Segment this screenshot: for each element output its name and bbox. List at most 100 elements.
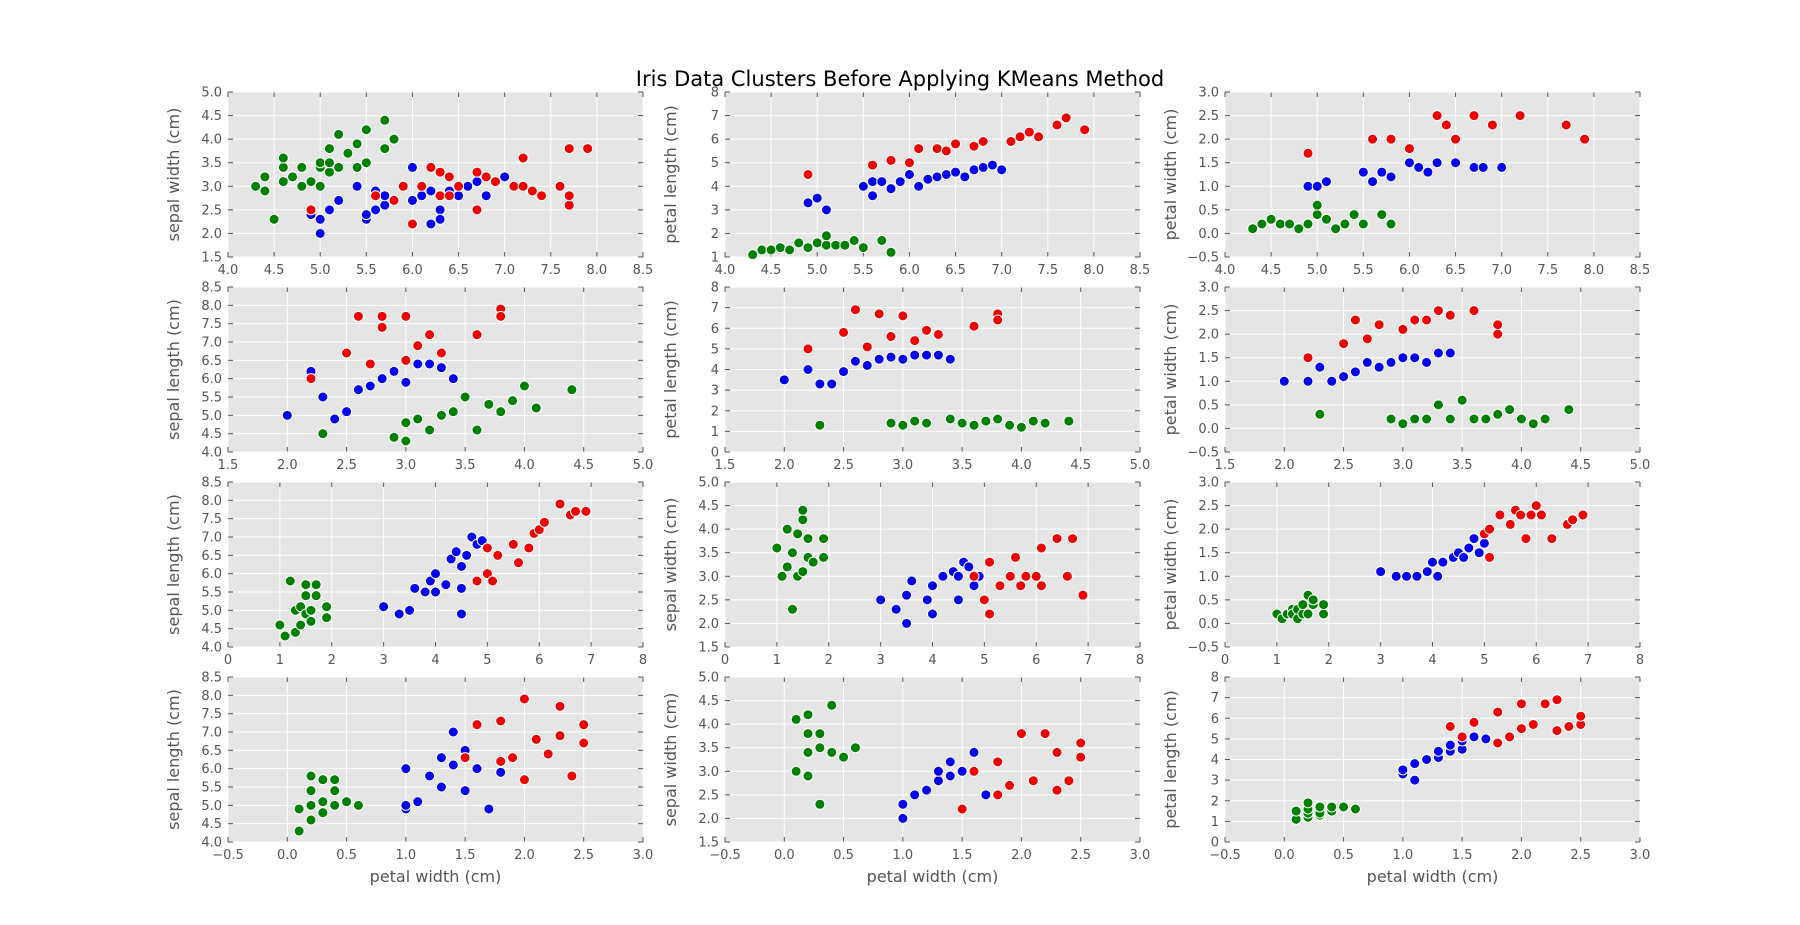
x-tick-label: 1.5	[455, 848, 476, 863]
data-point-green	[1515, 413, 1527, 425]
data-point-red	[1468, 305, 1480, 317]
y-tick-label: 4	[1211, 753, 1219, 768]
x-tick-label: 8	[639, 653, 647, 668]
x-tick-label: 1.5	[1452, 848, 1473, 863]
y-tick-label: 3.5	[698, 546, 719, 561]
y-tick-label: −0.5	[1187, 251, 1219, 266]
data-point-green	[1284, 218, 1296, 230]
data-point-red	[802, 343, 814, 355]
data-point-blue	[849, 355, 861, 367]
data-point-green	[784, 244, 796, 256]
y-tick-label: 4.5	[201, 622, 222, 637]
data-point-green	[329, 785, 341, 797]
data-point-green	[317, 774, 329, 786]
data-point-blue	[435, 362, 447, 374]
data-point-green	[388, 431, 400, 443]
data-point-red	[885, 331, 897, 342]
data-point-red	[1027, 775, 1039, 787]
data-point-blue	[455, 582, 467, 594]
x-tick-label: 6.5	[945, 263, 966, 278]
data-point-red	[1515, 723, 1527, 735]
y-tick-label: 5.0	[698, 671, 719, 686]
y-tick-label: 5.0	[201, 86, 222, 101]
data-point-red	[873, 308, 885, 320]
data-point-blue	[424, 358, 436, 370]
x-tick-label: 4.5	[573, 458, 594, 473]
data-point-green	[1256, 218, 1268, 230]
data-point-red	[563, 190, 575, 202]
y-tick-label: 4.5	[201, 817, 222, 832]
data-point-blue	[811, 192, 823, 204]
data-point-blue	[838, 366, 850, 378]
data-point-blue	[1432, 347, 1444, 359]
x-tick-label: 5.0	[1130, 458, 1151, 473]
data-point-green	[279, 630, 291, 642]
data-point-green	[802, 728, 814, 740]
data-point-blue	[1463, 542, 1475, 554]
data-point-blue	[1302, 375, 1314, 387]
y-tick-label: 0	[1211, 836, 1219, 851]
x-tick-label: 7.0	[1491, 263, 1512, 278]
data-point-blue	[1349, 366, 1361, 378]
data-point-red	[508, 180, 520, 192]
data-point-green	[839, 239, 851, 251]
data-point-green	[885, 417, 897, 429]
y-tick-label: 2.0	[698, 617, 719, 632]
data-point-green	[277, 176, 289, 188]
data-point-green	[956, 417, 968, 429]
data-point-blue	[1468, 731, 1480, 743]
data-point-red	[1030, 570, 1042, 582]
data-point-blue	[450, 546, 462, 558]
x-tick-label: 6	[535, 653, 543, 668]
data-point-green	[1348, 209, 1360, 221]
data-point-blue	[281, 409, 293, 421]
x-tick-label: 0	[1221, 653, 1229, 668]
x-tick-label: 1.5	[952, 848, 973, 863]
x-tick-label: 8.5	[1130, 263, 1151, 278]
data-point-red	[1504, 518, 1516, 530]
y-axis-label: petal width (cm)	[1161, 304, 1180, 436]
y-tick-label: 4	[711, 180, 719, 195]
data-point-red	[861, 341, 873, 353]
data-point-green	[305, 785, 317, 797]
y-tick-label: 8.5	[201, 281, 222, 296]
y-axis-label: petal width (cm)	[1161, 109, 1180, 241]
data-point-green	[820, 230, 832, 242]
data-point-green	[885, 246, 897, 258]
data-point-blue	[1357, 166, 1369, 178]
data-point-blue	[909, 789, 921, 801]
y-tick-label: 2.0	[1198, 133, 1219, 148]
data-point-green	[284, 575, 296, 587]
data-point-blue	[956, 765, 968, 777]
data-point-green	[980, 415, 992, 427]
data-point-red	[903, 157, 915, 169]
x-tick-label: 6.5	[1445, 263, 1466, 278]
data-point-red	[352, 310, 364, 322]
data-point-red	[1539, 698, 1551, 710]
y-tick-label: 5	[1211, 732, 1219, 747]
data-point-blue	[903, 169, 915, 180]
data-point-green	[435, 409, 447, 421]
x-tick-label: 2.5	[573, 848, 594, 863]
data-point-green	[388, 133, 400, 145]
data-point-green	[323, 143, 335, 155]
y-tick-label: 1	[711, 251, 719, 266]
data-point-blue	[499, 171, 511, 183]
data-point-blue	[1427, 556, 1438, 568]
data-point-green	[379, 143, 391, 155]
data-point-green	[321, 601, 333, 613]
scatter-panel: 4.0 4.5 5.0 5.5 6.0 6.5 7.0 7.5 8.0 8.5 1.5 2.0 2.5 3…	[164, 86, 653, 279]
scatter-panel: 0 1 2 3 4 5 6 7 8 1.5 2.0 2.5 3.0 3.5 4.0 4.5 5.0 sepal w…	[661, 476, 1144, 669]
data-point-red	[1563, 721, 1575, 732]
y-tick-label: 4.5	[698, 499, 719, 514]
data-point-red	[968, 570, 980, 582]
data-point-blue	[393, 608, 405, 620]
data-point-blue	[802, 364, 814, 375]
data-point-red	[1560, 119, 1572, 131]
data-point-red	[416, 180, 428, 192]
data-point-green	[293, 825, 305, 837]
data-point-red	[1450, 133, 1462, 145]
y-tick-label: 6	[711, 133, 719, 148]
data-point-red	[1035, 580, 1047, 592]
data-point-blue	[944, 756, 956, 768]
